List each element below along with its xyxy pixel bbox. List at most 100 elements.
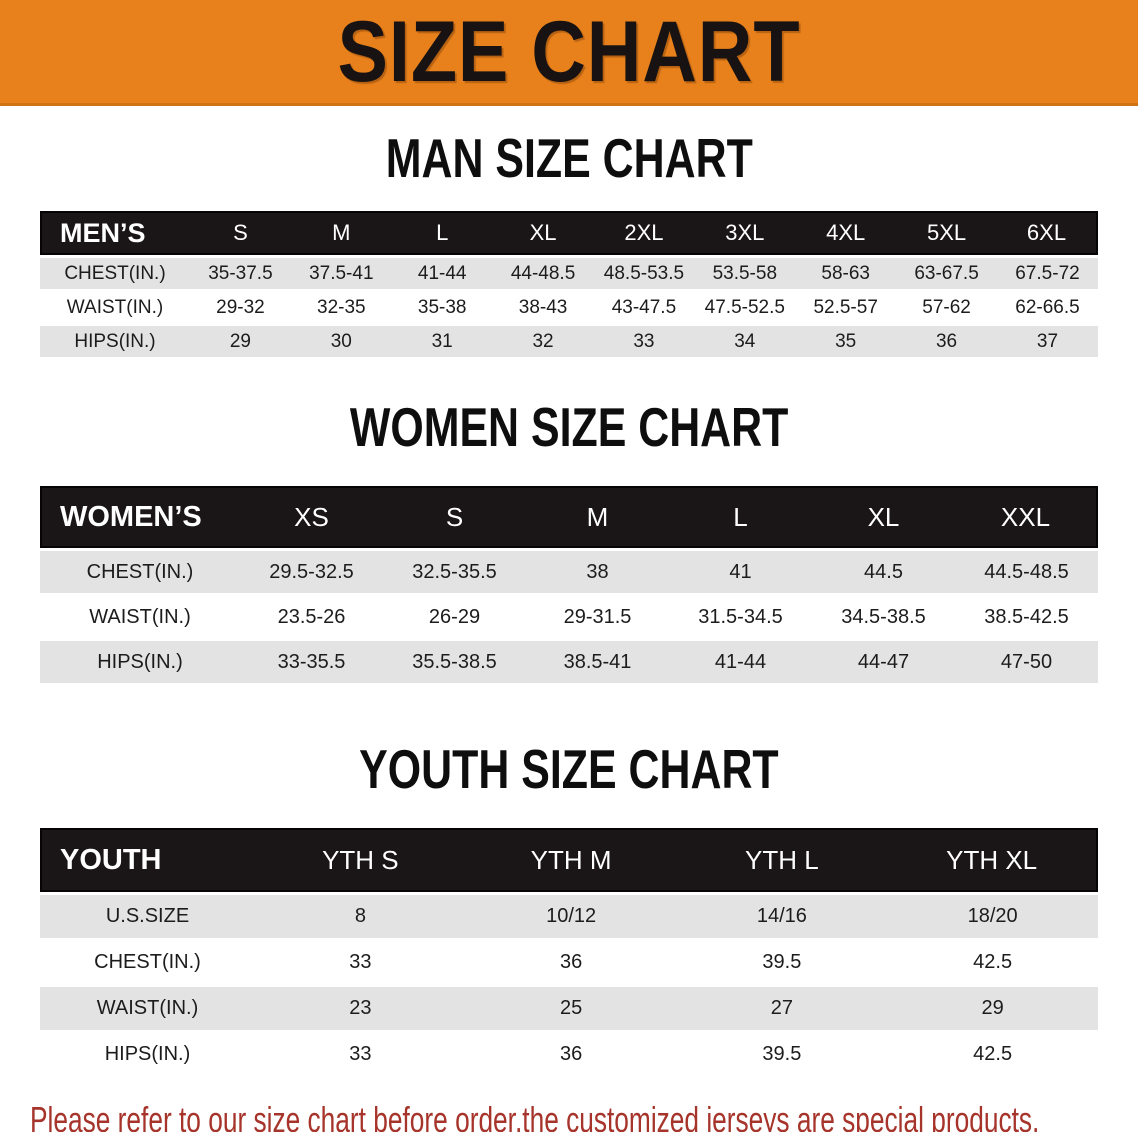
size-cell: 57-62 <box>896 292 997 323</box>
size-cell: 44.5-48.5 <box>955 551 1098 593</box>
size-cell: 26-29 <box>383 596 526 638</box>
size-cell: 67.5-72 <box>997 258 1098 289</box>
table-title: MEN’S <box>40 211 190 255</box>
size-cell: 47-50 <box>955 641 1098 683</box>
row-label: WAIST(IN.) <box>40 292 190 323</box>
size-cell: 10/12 <box>465 895 677 938</box>
size-cell: 33 <box>255 941 466 984</box>
size-cell: 8 <box>255 895 466 938</box>
row-label: U.S.SIZE <box>40 895 255 938</box>
size-column-header: 4XL <box>795 211 897 255</box>
size-cell: 44-47 <box>812 641 955 683</box>
size-cell: 37.5-41 <box>290 258 392 289</box>
table-row: HIPS(IN.) 33-35.5 35.5-38.5 38.5-41 41-44 44-… <box>40 641 1098 683</box>
size-column-header: 6XL <box>997 211 1098 255</box>
size-cell: 44-48.5 <box>492 258 594 289</box>
size-cell: 38.5-42.5 <box>955 596 1098 638</box>
size-column-header: S <box>190 211 291 255</box>
men-size-table: MEN’S S M L XL 2XL 3XL 4XL 5XL 6XL CHEST(IN.) 35-37… <box>40 208 1098 360</box>
size-cell: 52.5-57 <box>795 292 897 323</box>
size-cell: 25 <box>465 987 677 1030</box>
size-cell: 41 <box>669 551 812 593</box>
size-cell: 36 <box>896 326 997 357</box>
size-cell: 53.5-58 <box>694 258 796 289</box>
size-cell: 36 <box>465 1033 677 1076</box>
table-row: CHEST(IN.) 33 36 39.5 42.5 <box>40 941 1098 984</box>
size-cell: 32 <box>492 326 594 357</box>
banner-title: SIZE CHART <box>337 3 801 100</box>
women-section-heading: WOMEN SIZE CHART <box>349 396 789 458</box>
size-column-header: 5XL <box>896 211 997 255</box>
size-cell: 35-38 <box>391 292 493 323</box>
table-row: WAIST(IN.) 29-32 32-35 35-38 38-43 43-47.5 47.… <box>40 292 1098 323</box>
size-cell: 29-32 <box>190 292 291 323</box>
size-cell: 58-63 <box>795 258 897 289</box>
size-cell: 18/20 <box>887 895 1098 938</box>
size-chart-banner: SIZE CHART <box>0 0 1138 106</box>
size-cell: 39.5 <box>676 1033 888 1076</box>
youth-section-heading: YOUTH SIZE CHART <box>359 738 779 800</box>
size-column-header: YTH S <box>255 828 466 892</box>
size-cell: 63-67.5 <box>896 258 997 289</box>
size-cell: 23.5-26 <box>240 596 383 638</box>
size-column-header: YTH M <box>465 828 677 892</box>
table-row: HIPS(IN.) 29 30 31 32 33 34 35 36 37 <box>40 326 1098 357</box>
size-cell: 35.5-38.5 <box>383 641 526 683</box>
size-cell: 27 <box>676 987 888 1030</box>
table-title: YOUTH <box>40 828 255 892</box>
size-column-header: M <box>526 486 669 548</box>
size-cell: 41-44 <box>391 258 493 289</box>
table-row: CHEST(IN.) 35-37.5 37.5-41 41-44 44-48.5 48.5… <box>40 258 1098 289</box>
size-cell: 32.5-35.5 <box>383 551 526 593</box>
row-label: HIPS(IN.) <box>40 1033 255 1076</box>
size-cell: 32-35 <box>290 292 392 323</box>
size-cell: 29 <box>887 987 1098 1030</box>
size-column-header: YTH XL <box>887 828 1098 892</box>
youth-size-table: YOUTH YTH S YTH M YTH L YTH XL U.S.SIZE 8 10/12… <box>40 825 1098 1079</box>
size-cell: 29 <box>190 326 291 357</box>
size-cell: 34 <box>694 326 796 357</box>
size-cell: 43-47.5 <box>593 292 695 323</box>
size-cell: 39.5 <box>676 941 888 984</box>
men-section-heading: MAN SIZE CHART <box>385 127 753 189</box>
table-title: WOMEN’S <box>40 486 240 548</box>
size-cell: 36 <box>465 941 677 984</box>
size-cell: 38-43 <box>492 292 594 323</box>
row-label: WAIST(IN.) <box>40 596 240 638</box>
table-row: CHEST(IN.) 29.5-32.5 32.5-35.5 38 41 44.5 44.5… <box>40 551 1098 593</box>
size-column-header: XL <box>812 486 955 548</box>
size-cell: 30 <box>290 326 392 357</box>
size-cell: 33 <box>255 1033 466 1076</box>
size-cell: 48.5-53.5 <box>593 258 695 289</box>
size-cell: 35 <box>795 326 897 357</box>
table-row: WAIST(IN.) 23.5-26 26-29 29-31.5 31.5-34.5 34… <box>40 596 1098 638</box>
table-row: WAIST(IN.) 23 25 27 29 <box>40 987 1098 1030</box>
size-cell: 31.5-34.5 <box>669 596 812 638</box>
women-size-table: WOMEN’S XS S M L XL XXL CHEST(IN.) 29.5-32.5 32.5… <box>40 483 1098 686</box>
row-label: HIPS(IN.) <box>40 326 190 357</box>
row-label: WAIST(IN.) <box>40 987 255 1030</box>
size-column-header: L <box>669 486 812 548</box>
table-row: U.S.SIZE 8 10/12 14/16 18/20 <box>40 895 1098 938</box>
size-cell: 38.5-41 <box>526 641 669 683</box>
size-cell: 35-37.5 <box>190 258 291 289</box>
size-column-header: YTH L <box>676 828 888 892</box>
row-label: CHEST(IN.) <box>40 258 190 289</box>
size-column-header: XXL <box>955 486 1098 548</box>
row-label: CHEST(IN.) <box>40 941 255 984</box>
size-column-header: 3XL <box>694 211 796 255</box>
size-cell: 38 <box>526 551 669 593</box>
size-cell: 44.5 <box>812 551 955 593</box>
size-cell: 47.5-52.5 <box>694 292 796 323</box>
size-cell: 23 <box>255 987 466 1030</box>
size-cell: 34.5-38.5 <box>812 596 955 638</box>
size-column-header: L <box>391 211 493 255</box>
size-cell: 14/16 <box>676 895 888 938</box>
table-row: HIPS(IN.) 33 36 39.5 42.5 <box>40 1033 1098 1076</box>
size-cell: 29-31.5 <box>526 596 669 638</box>
size-cell: 37 <box>997 326 1098 357</box>
size-cell: 31 <box>391 326 493 357</box>
size-cell: 41-44 <box>669 641 812 683</box>
size-cell: 33-35.5 <box>240 641 383 683</box>
disclaimer-line-1: Please refer to our size chart before or… <box>30 1099 1040 1132</box>
